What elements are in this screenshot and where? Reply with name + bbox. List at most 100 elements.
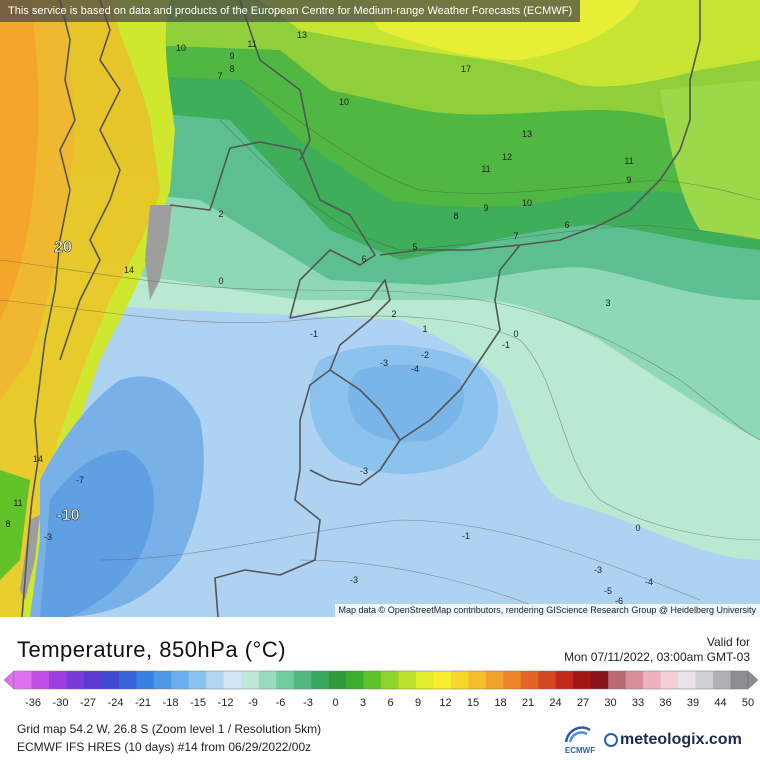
contour-label: -4: [645, 577, 653, 587]
legend-swatch: [118, 671, 137, 689]
legend-swatch: [31, 671, 50, 689]
legend-max-arrow: [747, 670, 759, 690]
legend-min-arrow: [3, 670, 15, 690]
legend-tick-label: 3: [360, 697, 366, 708]
legend-tick-label: 50: [742, 697, 754, 708]
legend-tick-label: -18: [163, 697, 179, 708]
legend-swatch: [398, 671, 417, 689]
contour-label: 7: [217, 71, 222, 81]
contour-label: 9: [483, 203, 488, 213]
map-attribution: Map data © OpenStreetMap contributors, r…: [334, 604, 760, 617]
contour-label: 8: [5, 519, 10, 529]
legend-tick-label: -24: [108, 697, 124, 708]
legend-tick-label: 15: [467, 697, 479, 708]
map-title: Temperature, 850hPa (°C): [17, 637, 287, 662]
legend-swatch: [363, 671, 382, 689]
ecmwf-banner: This service is based on data and produc…: [0, 0, 581, 22]
legend-tick-label: 36: [659, 697, 671, 708]
legend-swatch: [241, 671, 259, 689]
meteologix-icon: [604, 733, 618, 747]
extreme-value-label: 20: [54, 239, 72, 256]
legend-tick-label: -15: [190, 697, 206, 708]
contour-label: 13: [297, 30, 307, 40]
legend-tick-label: 18: [494, 697, 506, 708]
contour-label: 0: [218, 276, 223, 286]
contour-label: 8: [453, 211, 458, 221]
legend-swatch: [520, 671, 539, 689]
grid-info: Grid map 54.2 W, 26.8 S (Zoom level 1 / …: [17, 722, 322, 736]
legend-swatch: [695, 671, 714, 689]
legend-swatch: [346, 671, 364, 689]
legend-swatch: [83, 671, 102, 689]
legend-swatch: [573, 671, 592, 689]
legend-swatch: [276, 671, 294, 689]
contour-label: -3: [594, 565, 602, 575]
contour-label: -6: [615, 596, 623, 606]
contour-label: 17: [461, 64, 471, 74]
legend-swatch: [66, 671, 85, 689]
contour-label: -7: [76, 475, 84, 485]
extreme-value-label: -10: [56, 507, 79, 524]
legend-tick-label: 9: [415, 697, 421, 708]
contour-label: 8: [229, 64, 234, 74]
legend-tick-label: -27: [80, 697, 96, 708]
legend-swatch: [293, 671, 312, 689]
temperature-map[interactable]: 13 17 10 9 11 8 7 10 13 12 11 11 9 8 9 10 6 7 5 6 2 0 14 3 2 1 0 -1…: [0, 0, 760, 617]
country-borders: [21, 0, 701, 617]
legend-swatch: [48, 671, 67, 689]
contour-label: 12: [502, 152, 512, 162]
legend-tick-label: -21: [135, 697, 151, 708]
meteologix-brand[interactable]: meteologix.com: [620, 731, 742, 748]
legend-tick-label: -30: [53, 697, 69, 708]
contour-label: 6: [564, 220, 569, 230]
color-scale-legend: -36 -30 -27 -24 -21 -18 -15 -12 -9 -6 -3 0 3 6 9 12 15 18…: [3, 670, 759, 708]
contour-label: -3: [360, 466, 368, 476]
contour-label: -5: [604, 586, 612, 596]
legend-tick-label: -3: [303, 697, 313, 708]
legend-tick-label: 24: [549, 697, 561, 708]
legend-swatch: [101, 671, 120, 689]
model-info: ECMWF IFS HRES (10 days) #14 from 06/29/…: [17, 740, 312, 754]
contour-label: 2: [218, 209, 223, 219]
contour-label: 0: [635, 523, 640, 533]
contour-label: -3: [44, 532, 52, 542]
legend-swatch: [188, 671, 207, 689]
legend-tick-label: 27: [577, 697, 589, 708]
contour-label: -1: [310, 329, 318, 339]
contour-label: 10: [522, 198, 532, 208]
legend-swatch: [311, 671, 329, 689]
contour-label: -1: [502, 340, 510, 350]
legend-swatch: [660, 671, 679, 689]
legend-swatch: [730, 671, 749, 689]
contour-label: -3: [350, 575, 358, 585]
contour-label: 1: [422, 324, 427, 334]
legend-swatch: [643, 671, 661, 689]
legend-swatch: [450, 671, 469, 689]
legend-swatch: [415, 671, 434, 689]
contour-label: 0: [513, 329, 518, 339]
legend-tick-label: 44: [714, 697, 726, 708]
contour-label: 14: [33, 454, 43, 464]
legend-swatch: [381, 671, 399, 689]
legend-swatch: [136, 671, 155, 689]
legend-swatch: [328, 671, 347, 689]
contour-label: 11: [624, 156, 633, 166]
contour-label: 11: [481, 164, 490, 174]
legend-tick-label: -12: [218, 697, 234, 708]
valid-label: Valid for: [706, 635, 750, 649]
legend-swatch: [153, 671, 172, 689]
legend-swatch: [14, 671, 32, 689]
contour-label: 6: [361, 254, 366, 264]
contour-label: 11: [13, 498, 22, 508]
legend-tick-label: 6: [387, 697, 393, 708]
legend-swatch: [223, 671, 242, 689]
contour-label: 3: [605, 298, 610, 308]
contour-label: 10: [176, 43, 186, 53]
contour-label: 7: [513, 231, 518, 241]
legend-swatch: [468, 671, 487, 689]
legend-tick-label: -9: [248, 697, 258, 708]
contour-label: 13: [522, 129, 532, 139]
legend-tick-label: 39: [687, 697, 699, 708]
legend-swatch: [625, 671, 644, 689]
legend-tick-label: 33: [632, 697, 644, 708]
